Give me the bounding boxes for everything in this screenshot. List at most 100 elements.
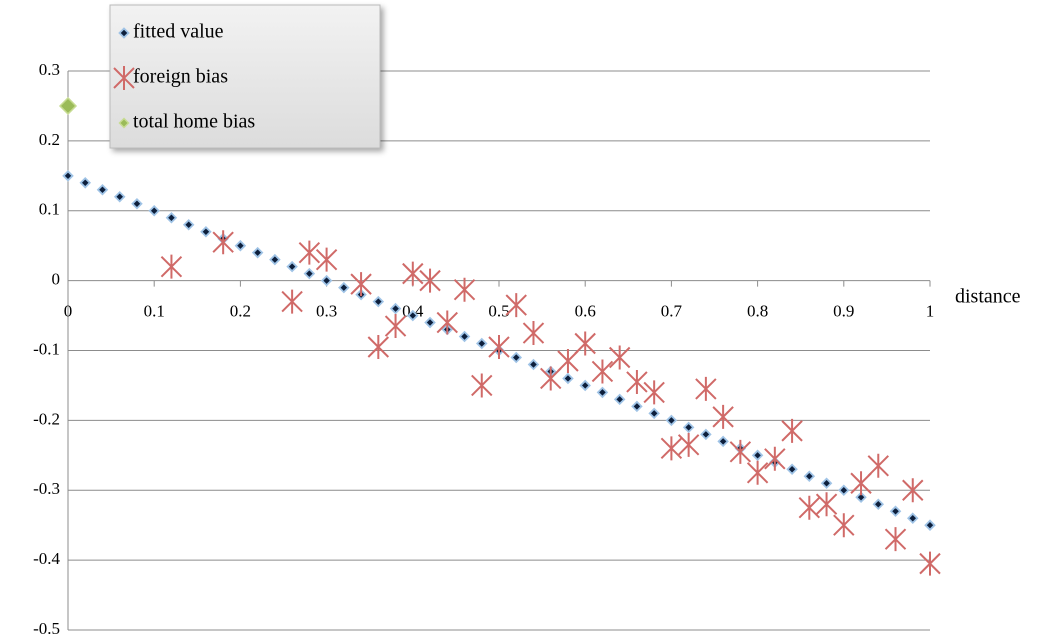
x-tick-label: 0.2 [230, 302, 251, 321]
y-tick-label: 0 [52, 270, 61, 289]
point [303, 267, 316, 280]
point [682, 421, 695, 434]
point [522, 321, 545, 346]
point [889, 505, 902, 517]
point [902, 478, 924, 503]
point [815, 492, 838, 517]
point [251, 246, 264, 259]
point [833, 513, 855, 538]
point [626, 369, 648, 394]
point [281, 289, 303, 314]
point [212, 230, 234, 255]
point [148, 204, 160, 217]
point [424, 316, 436, 329]
point [677, 432, 700, 457]
x-tick-label: 0.1 [144, 302, 165, 321]
x-tick-label: 0 [64, 302, 73, 321]
point [367, 335, 390, 360]
legend-marker [113, 66, 135, 90]
point [389, 302, 402, 315]
point [557, 348, 579, 373]
point [924, 519, 936, 531]
point [458, 330, 471, 343]
y-tick-label: -0.4 [33, 549, 60, 568]
legend-box [109, 4, 381, 149]
point [562, 372, 574, 385]
point [286, 260, 298, 273]
point [269, 253, 281, 266]
point [540, 366, 562, 391]
point [182, 218, 195, 231]
point [384, 314, 407, 339]
point [315, 247, 338, 272]
point [574, 331, 596, 356]
point [488, 335, 510, 360]
point [820, 477, 833, 490]
point [764, 446, 786, 471]
legend-marker [118, 117, 130, 129]
point [712, 404, 734, 429]
point [96, 184, 109, 196]
y-tick-label: 0.2 [39, 130, 60, 149]
point [665, 414, 678, 427]
x-tick-label: 0.7 [661, 302, 683, 321]
point [579, 379, 591, 392]
point [419, 268, 441, 293]
legend-label: total home bias [133, 111, 255, 133]
point [475, 337, 488, 350]
point [596, 386, 609, 399]
point [372, 295, 385, 308]
point [781, 418, 803, 443]
y-tick-label: -0.1 [33, 339, 60, 358]
point [402, 261, 424, 286]
point [717, 435, 729, 448]
point [631, 400, 643, 413]
point [746, 460, 769, 485]
point [505, 293, 527, 318]
point [131, 197, 143, 210]
point [850, 471, 872, 496]
legend-label: foreign bias [133, 66, 228, 88]
point [867, 453, 889, 478]
point [234, 239, 247, 252]
point [471, 373, 493, 398]
point [838, 484, 850, 497]
point [160, 254, 183, 279]
point [527, 358, 540, 371]
y-tick-label: 0.1 [39, 200, 60, 219]
point [695, 376, 717, 401]
point [591, 359, 614, 384]
point [786, 463, 798, 476]
x-tick-label: 0.5 [488, 302, 509, 321]
point [79, 177, 92, 189]
y-tick-label: -0.3 [33, 479, 60, 498]
point [884, 527, 907, 552]
point [660, 436, 683, 461]
point [872, 498, 885, 510]
point [729, 439, 752, 464]
x-tick-label: 0.3 [316, 302, 337, 321]
point [165, 211, 178, 224]
legend-marker [118, 27, 130, 39]
point [298, 240, 321, 265]
point [803, 470, 816, 483]
point [906, 512, 919, 524]
point [919, 551, 941, 576]
point [510, 351, 523, 364]
point [700, 428, 712, 441]
point [58, 96, 78, 115]
legend-label: fitted value [133, 21, 224, 43]
x-tick-label: 1 [926, 302, 935, 321]
point [751, 449, 764, 462]
x-tick-label: 0.9 [833, 302, 854, 321]
x-tick-label: 0.8 [747, 302, 768, 321]
x-tick-label: 0.6 [575, 302, 596, 321]
point [648, 407, 660, 420]
point [407, 309, 419, 322]
x-axis-label: distance [955, 286, 1021, 308]
point [113, 191, 126, 203]
point [350, 272, 372, 297]
point [338, 281, 350, 294]
y-tick-label: -0.2 [33, 409, 60, 428]
